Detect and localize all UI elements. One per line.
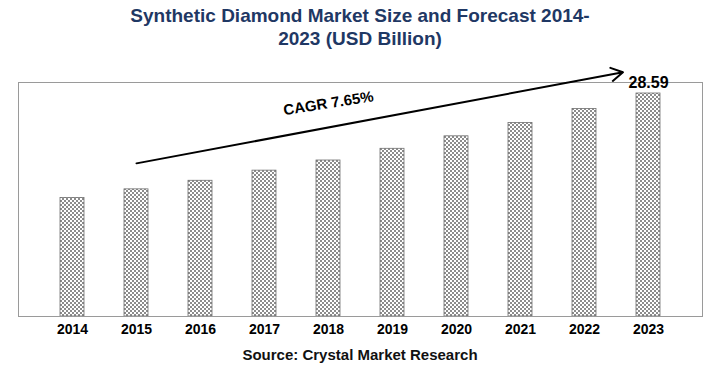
- svg-text:28.59: 28.59: [628, 74, 668, 91]
- svg-text:CAGR 7.65%: CAGR 7.65%: [282, 87, 374, 118]
- svg-text:2020: 2020: [441, 321, 472, 337]
- svg-text:2017: 2017: [249, 321, 280, 337]
- svg-text:2023: 2023: [633, 321, 664, 337]
- svg-text:2019: 2019: [377, 321, 408, 337]
- html-text:Source: Crystal Market Researc: Source: Crystal Market Research: [242, 346, 478, 363]
- svg-text:2022: 2022: [569, 321, 600, 337]
- svg-text:2021: 2021: [505, 321, 536, 337]
- svg-text:2018: 2018: [313, 321, 344, 337]
- svg-text:2015: 2015: [121, 321, 152, 337]
- svg-text:2014: 2014: [57, 321, 88, 337]
- svg-text:2016: 2016: [185, 321, 216, 337]
- html-text:Synthetic Diamond Market Size: Synthetic Diamond Market Size and Foreca…: [130, 5, 590, 49]
